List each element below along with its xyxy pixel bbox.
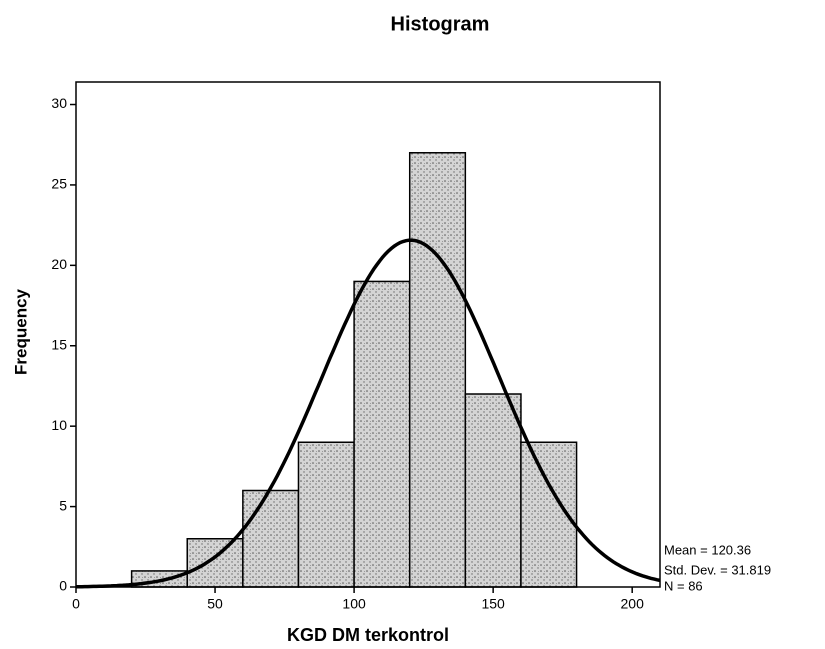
- normal-curve: [76, 238, 661, 589]
- x-tick-label: 150: [481, 596, 505, 612]
- y-tick-label: 30: [51, 95, 67, 111]
- y-tick-label: 0: [59, 578, 67, 594]
- bar-texture: [186, 538, 244, 588]
- stat-std-dev: Std. Dev. = 31.819: [664, 562, 771, 577]
- bar-texture: [464, 393, 522, 588]
- x-tick-label: 200: [621, 596, 645, 612]
- y-tick-label: 25: [51, 176, 67, 192]
- y-tick-label: 20: [51, 256, 67, 272]
- stat-mean: Mean = 120.36: [664, 542, 751, 557]
- stat-n: N = 86: [664, 578, 703, 593]
- plot-frame: [75, 81, 661, 588]
- x-tick-label: 0: [72, 596, 80, 612]
- x-tick-label: 50: [207, 596, 223, 612]
- y-tick-label: 5: [59, 497, 67, 513]
- x-tick-label: 100: [342, 596, 366, 612]
- y-tick-label: 10: [51, 417, 67, 433]
- bar-texture: [242, 489, 300, 588]
- y-axis-label: Frequency: [11, 288, 30, 375]
- bar-texture: [297, 441, 355, 588]
- x-axis-label: KGD DM terkontrol: [287, 625, 449, 645]
- chart-title: Histogram: [391, 13, 490, 35]
- bar-texture: [353, 280, 411, 588]
- bar-texture: [408, 152, 467, 588]
- y-tick-label: 15: [51, 336, 67, 352]
